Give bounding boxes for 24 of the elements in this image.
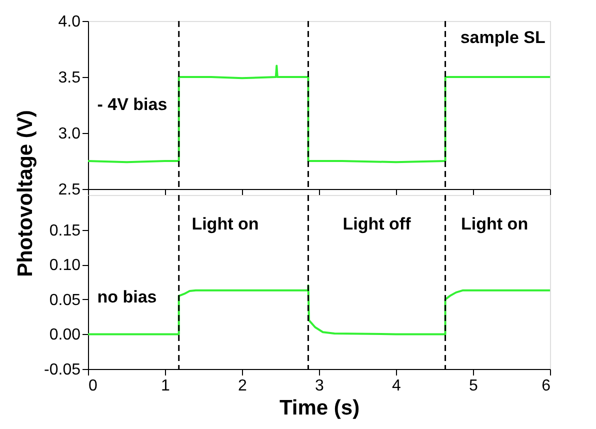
y-tick-label: 0.05 — [49, 292, 81, 309]
y-tick-label: 4.0 — [58, 14, 81, 30]
y-tick-label: 3.0 — [58, 126, 81, 142]
y-tick-label: 2.5 — [58, 182, 81, 198]
y-tick-label: 3.5 — [58, 70, 81, 86]
x-tick-label: 0 — [88, 378, 98, 394]
y-tick-label: -0.05 — [44, 362, 81, 378]
y-axis-title: Photovoltage (V) — [14, 110, 38, 277]
x-tick-label: 3 — [315, 378, 324, 394]
y-tick-label: 0.15 — [49, 222, 81, 240]
y-tick-label: 0.00 — [49, 326, 81, 344]
annotation: Light off — [342, 214, 412, 234]
x-tick-label: 4 — [392, 378, 402, 394]
annotation: sample SL — [460, 28, 546, 47]
annotation: - 4V bias — [97, 95, 168, 114]
x-tick-label: 2 — [238, 378, 248, 394]
annotation: Light on — [461, 214, 528, 234]
x-tick-label: 6 — [542, 378, 551, 394]
annotation: Light on — [192, 214, 259, 234]
x-tick-label: 1 — [161, 378, 170, 394]
annotation: no bias — [97, 288, 157, 307]
x-tick-label: 5 — [469, 378, 478, 394]
y-tick-label: 0.10 — [49, 257, 81, 274]
x-axis-title: Time (s) — [279, 396, 360, 420]
